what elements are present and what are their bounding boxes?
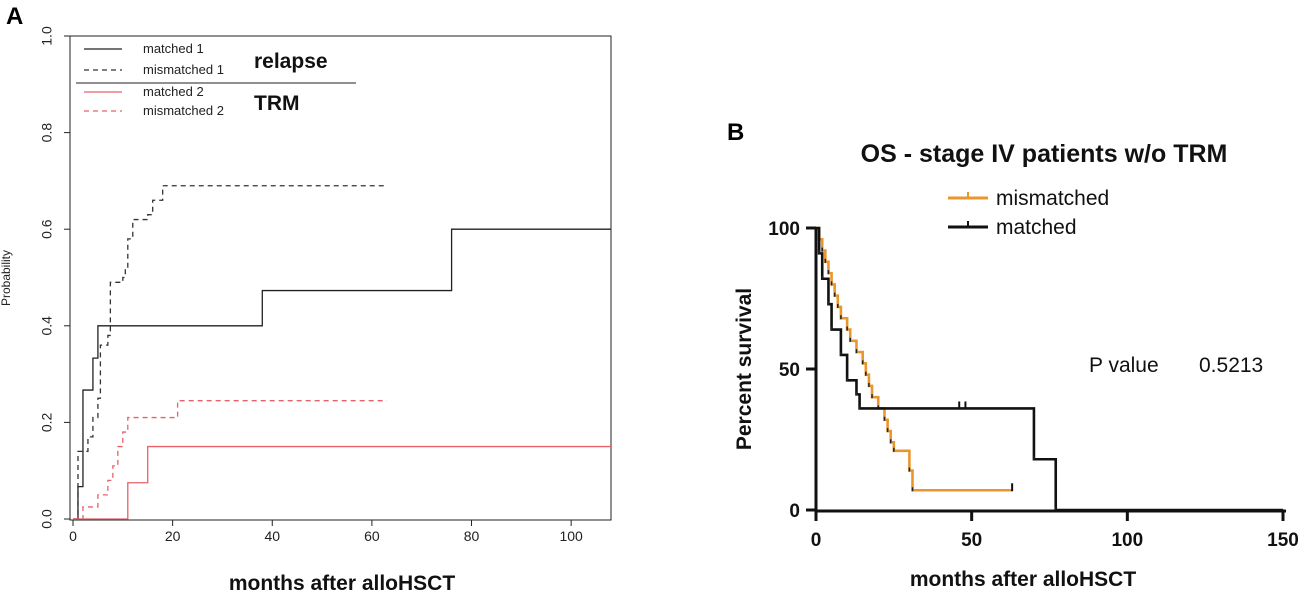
legend-label-mismatched: mismatched: [996, 187, 1109, 210]
legend-label-matched: matched: [996, 216, 1077, 239]
legend-group-relapse: relapse: [254, 50, 328, 73]
y-tick-label-a: 0.4: [39, 316, 55, 336]
y-tick-label-b: 100: [768, 219, 800, 240]
y-tick-label-b: 0: [789, 501, 800, 522]
y-axis-a: 0.0 0.2 0.4 0.6 0.8 1.0: [39, 26, 70, 529]
series-line-mismatched-1: [73, 185, 387, 520]
series-line-mismatched-2: [73, 400, 387, 520]
series-group-a: [73, 185, 611, 520]
y-axis-title-a: Probability: [0, 250, 13, 306]
legend-group-trm: TRM: [254, 92, 300, 115]
y-tick-label-a: 1.0: [39, 26, 55, 46]
panel-b-chart: OS - stage IV patients w/o TRM mismatche…: [733, 140, 1299, 591]
chart-title-b: OS - stage IV patients w/o TRM: [861, 140, 1228, 168]
y-tick-label-a: 0.8: [39, 123, 55, 143]
p-value-number: 0.5213: [1199, 354, 1263, 377]
legend-label-matched-2: matched 2: [143, 84, 204, 99]
legend-label-mismatched-1: mismatched 1: [143, 62, 224, 77]
x-tick-label-b: 100: [1111, 530, 1143, 551]
x-tick-label-b: 150: [1267, 530, 1299, 551]
x-axis-title-b: months after alloHSCT: [910, 568, 1137, 591]
x-axis-b: 0 50 100 150: [811, 511, 1299, 551]
x-tick-label-a: 20: [165, 528, 181, 544]
legend-label-matched-1: matched 1: [143, 41, 204, 56]
y-axis-title-b: Percent survival: [733, 288, 756, 450]
y-tick-label-a: 0.0: [39, 509, 55, 529]
legend-label-mismatched-2: mismatched 2: [143, 103, 224, 118]
series-group-b: [816, 226, 1283, 512]
series-line-matched-1: [73, 228, 611, 520]
x-axis-title-a: months after alloHSCT: [229, 572, 456, 595]
y-tick-label-a: 0.6: [39, 219, 55, 239]
x-tick-label-a: 100: [559, 528, 583, 544]
x-tick-label-a: 60: [364, 528, 380, 544]
series-line-matched-2: [73, 445, 611, 520]
x-tick-label-a: 0: [69, 528, 77, 544]
y-axis-b: 0 50 100: [768, 219, 816, 522]
series-line-matched: [816, 226, 1283, 512]
legend-b: mismatched matched: [948, 187, 1109, 239]
p-value-label: P value: [1089, 354, 1159, 377]
x-axis-a: 0 20 40 60 80 100: [69, 520, 583, 544]
x-tick-label-b: 50: [961, 530, 982, 551]
plot-frame-a: [69, 35, 612, 521]
panel-b-letter: B: [727, 119, 744, 146]
series-line-mismatched: [816, 226, 1013, 492]
x-tick-label-a: 40: [264, 528, 280, 544]
y-tick-label-a: 0.2: [39, 412, 55, 432]
y-tick-label-b: 50: [779, 360, 800, 381]
x-tick-label-a: 80: [464, 528, 480, 544]
panel-a-chart: 0.0 0.2 0.4 0.6 0.8 1.0 0 20 40 60 80 100 matched …: [0, 26, 612, 595]
panel-a-letter: A: [6, 3, 23, 30]
legend-a: matched 1 mismatched 1 matched 2 mismatc…: [76, 41, 356, 118]
x-tick-label-b: 0: [811, 530, 822, 551]
